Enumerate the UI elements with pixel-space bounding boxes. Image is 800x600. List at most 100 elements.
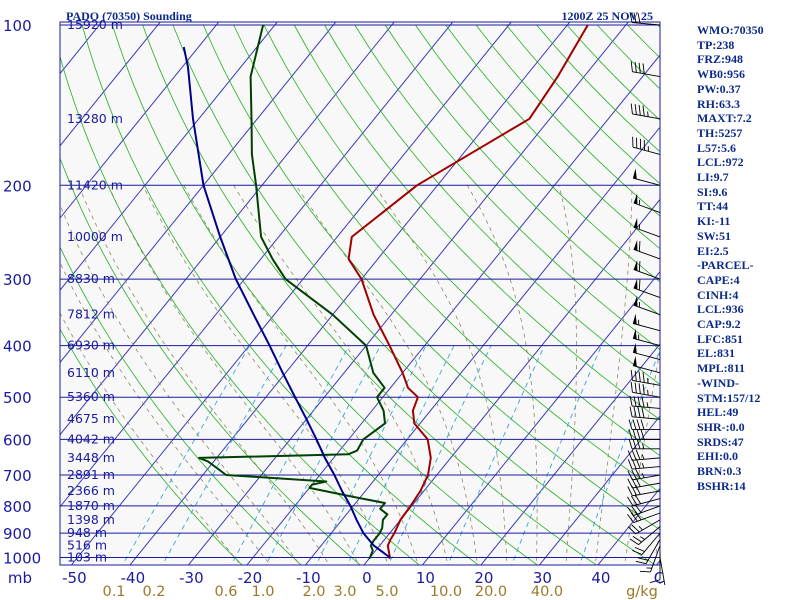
- wind-barb-staff: [632, 351, 661, 361]
- pressure-unit-label: mb: [8, 569, 32, 587]
- wind-barb: [627, 449, 661, 461]
- height-label: 4042 m: [67, 431, 115, 446]
- isotherm-line: [60, 22, 395, 436]
- wind-barb-pennant: [633, 193, 638, 205]
- temperature-tick-label: 20: [474, 569, 493, 587]
- wind-barb: [629, 12, 661, 26]
- wind-barb-feather: [627, 459, 633, 470]
- dry-adiabat-line: [415, 24, 660, 283]
- wind-barb-staff: [632, 146, 661, 155]
- pressure-tick-label: 100: [3, 17, 32, 35]
- height-label: 8830 m: [67, 271, 115, 286]
- wind-barb-half-feather: [659, 580, 665, 584]
- wind-barb-pennant: [632, 168, 637, 180]
- wind-barb-feather: [630, 103, 633, 114]
- pressure-tick-label: 500: [3, 389, 32, 407]
- temperature-tick-label: 10: [416, 569, 435, 587]
- dry-adiabat-line: [60, 246, 302, 565]
- mixing-ratio-label: 10.0: [430, 584, 462, 600]
- wind-barb-feather: [634, 546, 645, 552]
- temperature-tick-label: 0: [362, 569, 372, 587]
- plot-frame: [59, 21, 661, 566]
- wind-barb-staff: [632, 482, 661, 489]
- index-entry: FRZ:948: [697, 52, 743, 67]
- dry-adiabat-line: [60, 157, 361, 565]
- pressure-tick-label: 900: [3, 525, 32, 543]
- index-entry: BRN:0.3: [697, 464, 742, 479]
- mixing-ratio-label: 20.0: [475, 584, 507, 600]
- wind-barb-staff: [635, 519, 661, 535]
- wind-barb-feather: [632, 438, 637, 449]
- wind-barb-staff: [632, 322, 661, 332]
- dry-adiabat-line: [354, 24, 660, 351]
- wind-barb-half-feather: [647, 378, 649, 384]
- wind-barb: [630, 103, 661, 120]
- mixing-ratio-unit-label: g/kg: [626, 584, 658, 600]
- wind-barb-feather: [629, 406, 633, 417]
- wind-barb: [628, 438, 660, 450]
- wind-barb-feather: [628, 419, 633, 430]
- wind-barb-feather: [634, 370, 637, 382]
- index-entry: RH:63.3: [697, 96, 740, 111]
- wind-barb-feather: [638, 383, 641, 394]
- index-entry: L57:5.6: [697, 140, 736, 155]
- wind-barb-pennant: [633, 239, 638, 251]
- wind-barb-feather: [627, 478, 633, 489]
- wind-barb-feather: [642, 384, 645, 395]
- isotherm-line: [60, 22, 454, 508]
- isotherm-line: [187, 22, 629, 565]
- wind-barb: [627, 494, 661, 507]
- height-label: 7812 m: [67, 307, 115, 322]
- wind-barb: [629, 395, 661, 409]
- dry-adiabat-line: [384, 24, 660, 316]
- wind-barb: [639, 545, 661, 573]
- index-entry: WMO:70350: [697, 23, 764, 37]
- index-entry: MPL:811: [697, 361, 745, 376]
- isotherm-line: [129, 22, 571, 565]
- wind-barb-staff: [650, 545, 661, 573]
- height-label: 6110 m: [67, 365, 115, 380]
- wind-barb-feather: [632, 419, 637, 430]
- wind-barb-staff: [633, 505, 661, 516]
- wind-barb-feather: [628, 429, 633, 440]
- height-label: 1870 m: [67, 498, 115, 513]
- mixing-ratio-line: [121, 345, 251, 565]
- wind-barb: [632, 532, 661, 555]
- wind-barb-staff: [632, 71, 661, 78]
- index-entry: -WIND-: [697, 375, 739, 390]
- moist-adiabat-line: [78, 185, 330, 565]
- temperature-tick-label: -20: [238, 569, 263, 587]
- wind-barb-pennant: [632, 342, 637, 354]
- index-entry: TH:5257: [697, 125, 743, 140]
- mixing-ratio-line: [387, 345, 492, 565]
- temperature-trace: [347, 24, 589, 560]
- mixing-ratio-line: [346, 345, 455, 565]
- wind-barb-staff: [633, 269, 661, 280]
- wind-barb-feather: [630, 381, 633, 393]
- pressure-tick-label: 700: [3, 467, 32, 485]
- wind-barb: [627, 484, 661, 497]
- isotherm-line: [304, 126, 660, 565]
- wind-barb-feather: [627, 486, 633, 497]
- wind-barb-half-feather: [646, 402, 649, 408]
- dry-adiabat-line: [202, 24, 660, 531]
- wind-barb: [633, 260, 661, 280]
- wind-barb-staff: [638, 526, 661, 545]
- wind-barb-feather: [629, 395, 633, 407]
- wind-barb-staff: [645, 539, 661, 564]
- pressure-tick-label: 400: [3, 338, 32, 356]
- mixing-ratio-label: 0.2: [142, 584, 165, 600]
- wind-barb-staff: [632, 22, 661, 26]
- index-entry: HEL:49: [697, 405, 739, 420]
- isotherm-line: [363, 198, 660, 565]
- index-entry: CINH:4: [697, 287, 739, 302]
- index-entry: SW:51: [697, 228, 732, 243]
- isotherm-line: [480, 343, 660, 565]
- index-entry: EHI:0.0: [697, 449, 739, 464]
- height-label: 2366 m: [67, 483, 115, 498]
- index-entry: SHR-:0.0: [697, 419, 745, 434]
- wind-barb-feather: [630, 495, 638, 506]
- wind-barb-staff: [632, 113, 661, 120]
- wind-barb-half-feather: [642, 443, 645, 449]
- wind-barb-feather: [635, 449, 641, 460]
